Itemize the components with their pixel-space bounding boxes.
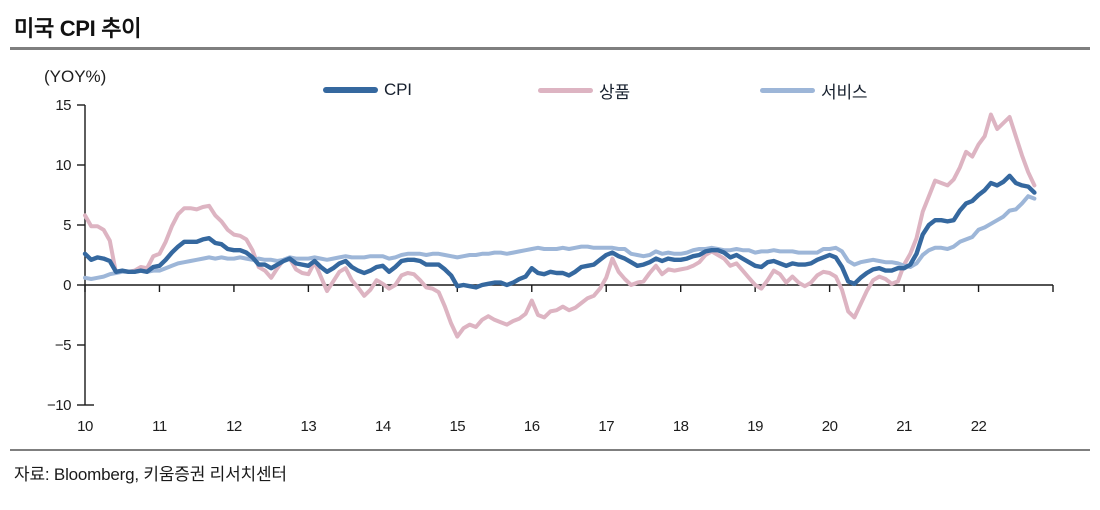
svg-text:10: 10 [77, 418, 93, 435]
svg-text:13: 13 [301, 418, 317, 435]
footer-divider [10, 449, 1090, 451]
y-axis-unit-label: (YOY%) [44, 67, 107, 86]
svg-text:14: 14 [375, 418, 391, 435]
svg-text:15: 15 [449, 418, 465, 435]
svg-text:−10: −10 [47, 397, 71, 414]
legend-item-services: 서비스 [760, 81, 868, 102]
legend-item-cpi: CPI [323, 80, 412, 99]
svg-text:20: 20 [822, 418, 838, 435]
legend-label-services: 서비스 [821, 82, 868, 102]
svg-text:−5: −5 [55, 337, 71, 354]
legend-swatch-cpi-line [323, 87, 378, 93]
legend-label-goods: 상품 [599, 82, 630, 102]
legend-swatch-goods-line [538, 87, 593, 93]
svg-text:16: 16 [524, 418, 540, 435]
svg-text:21: 21 [896, 418, 912, 435]
svg-text:19: 19 [747, 418, 763, 435]
svg-text:12: 12 [226, 418, 242, 435]
svg-text:15: 15 [55, 97, 71, 114]
svg-text:18: 18 [673, 418, 689, 435]
legend-item-goods: 상품 [538, 81, 630, 102]
chart-title: 미국 CPI 추이 [14, 16, 142, 41]
svg-text:10: 10 [55, 157, 71, 174]
svg-text:17: 17 [598, 418, 614, 435]
svg-text:11: 11 [152, 418, 167, 435]
svg-text:5: 5 [63, 217, 71, 234]
title-divider [10, 47, 1090, 50]
legend-label-cpi: CPI [384, 80, 412, 99]
svg-text:0: 0 [63, 277, 71, 294]
source-note: 자료: Bloomberg, 키움증권 리서치센터 [14, 465, 287, 484]
legend-swatch-services-line [760, 87, 815, 93]
svg-text:22: 22 [971, 418, 987, 435]
